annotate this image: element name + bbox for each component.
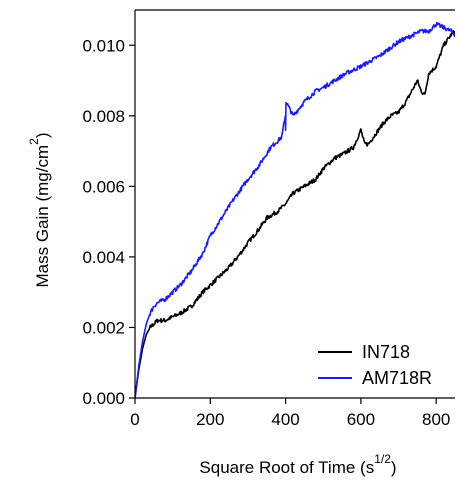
y-tick-label: 0.006 bbox=[82, 177, 125, 196]
y-tick-label: 0.002 bbox=[82, 318, 125, 337]
x-axis-title-superscript: 1/2 bbox=[374, 452, 391, 466]
y-tick-label: 0.004 bbox=[82, 248, 125, 267]
legend: IN718 AM718R bbox=[318, 342, 432, 388]
y-tick-label: 0.000 bbox=[82, 389, 125, 408]
series-line-in718 bbox=[135, 29, 455, 398]
x-tick-label: 200 bbox=[196, 410, 224, 429]
x-tick-label: 600 bbox=[347, 410, 375, 429]
y-axis-title-superscript: 2 bbox=[27, 138, 41, 145]
legend-label-am718r: AM718R bbox=[362, 368, 432, 388]
series-line-am718r bbox=[135, 21, 455, 398]
legend-label-in718: IN718 bbox=[362, 342, 410, 362]
y-tick-label: 0.008 bbox=[82, 107, 125, 126]
x-tick-label: 0 bbox=[130, 410, 139, 429]
x-tick-label: 800 bbox=[422, 410, 450, 429]
axis-ticks: 0 200 400 600 800 0.000 0.002 0.004 0.006 0.008 0.… bbox=[82, 9, 455, 429]
x-tick-label: 400 bbox=[271, 410, 299, 429]
plot-area bbox=[135, 21, 455, 398]
y-tick-label: 0.010 bbox=[82, 36, 125, 55]
x-axis-title: Square Root of Time (s1/2) bbox=[199, 452, 396, 477]
y-axis-title: Mass Gain (mg/cm2) bbox=[27, 133, 52, 288]
